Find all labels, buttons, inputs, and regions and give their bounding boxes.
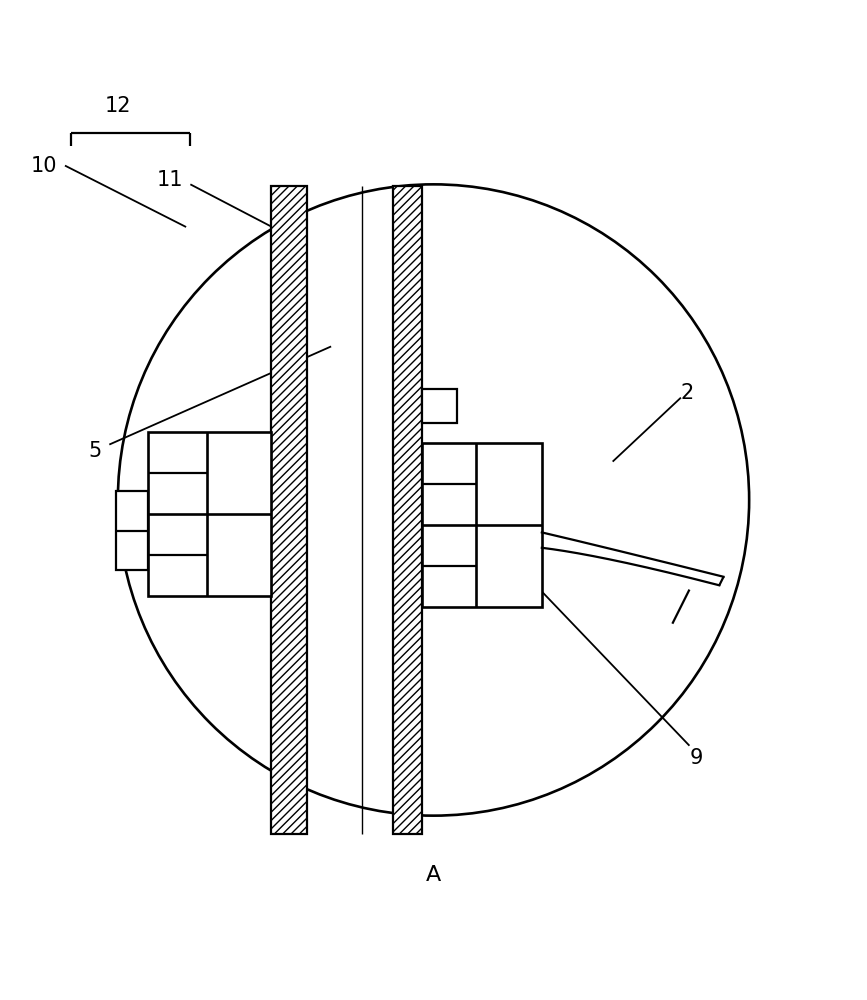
- Text: 12: 12: [105, 96, 131, 116]
- Bar: [394, 186, 422, 834]
- Bar: [116, 491, 147, 570]
- Bar: [422, 443, 542, 607]
- Text: A: A: [426, 865, 441, 885]
- Text: 10: 10: [31, 156, 57, 176]
- Text: 2: 2: [681, 383, 694, 403]
- Text: 11: 11: [156, 170, 183, 190]
- Bar: [271, 186, 307, 834]
- Bar: [394, 186, 422, 834]
- Bar: [422, 389, 457, 423]
- Bar: [147, 432, 271, 596]
- Text: 9: 9: [689, 748, 703, 768]
- Bar: [271, 186, 307, 834]
- Text: 5: 5: [88, 441, 101, 461]
